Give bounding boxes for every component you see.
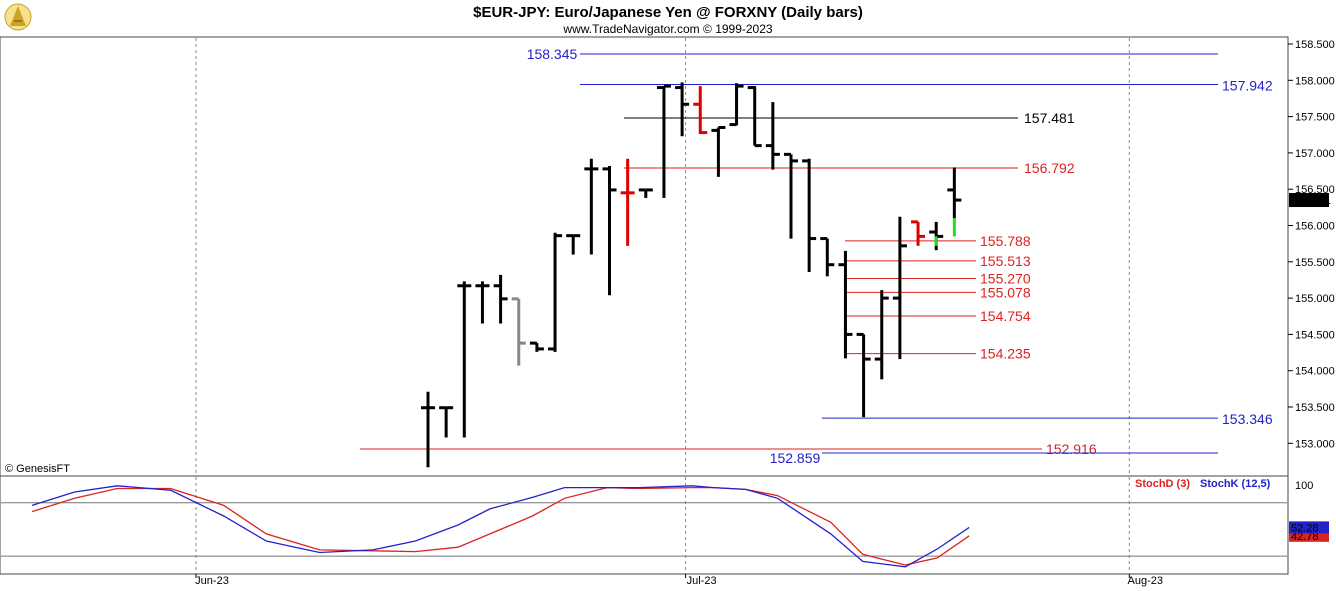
price-tick-label: 158.500 — [1295, 39, 1335, 51]
level-label: 152.916 — [1046, 441, 1097, 457]
level-label: 152.859 — [770, 450, 821, 466]
ohlc-bar — [475, 281, 490, 324]
date-tick-label: Aug-23 — [1128, 575, 1163, 587]
level-label: 154.754 — [980, 308, 1031, 324]
price-tick-label: 153.000 — [1295, 438, 1335, 450]
stochastic-panel: StochD (3) StochK (12,5) — [0, 475, 1289, 575]
ohlc-bars — [421, 82, 962, 468]
ohlc-bar — [856, 332, 871, 418]
ohlc-bar — [892, 216, 907, 360]
ohlc-bar — [747, 86, 762, 148]
level-label: 157.481 — [1024, 110, 1075, 126]
stoch-series-line — [31, 485, 970, 568]
ohlc-bar — [548, 232, 563, 352]
chart-subtitle: www.TradeNavigator.com © 1999-2023 — [562, 22, 772, 36]
legend-stochk: StochK (12,5) — [1200, 478, 1271, 490]
ohlc-bar — [693, 86, 708, 135]
level-label: 157.942 — [1222, 78, 1273, 94]
ohlc-bar — [820, 237, 835, 277]
stoch-last-value-label: 52.28 — [1291, 522, 1319, 534]
stoch-series-line — [31, 486, 970, 566]
ohlc-bar — [620, 158, 635, 246]
stoch-last-value-label: 42.78 — [1291, 531, 1319, 543]
price-levels: 158.345 157.942 157.481 156.792 155.788 155.5… — [360, 46, 1273, 466]
ohlc-bar — [784, 152, 798, 239]
level-label: 155.078 — [980, 284, 1031, 300]
price-tick-label: 153.500 — [1295, 402, 1335, 414]
ohlc-bar — [529, 341, 544, 352]
ohlc-bar — [511, 297, 526, 366]
price-tick-label: 154.000 — [1295, 366, 1335, 378]
level-label: 154.235 — [980, 346, 1031, 362]
price-panel: 158.345 157.942 157.481 156.792 155.788 155.5… — [0, 36, 1289, 477]
level-label: 158.345 — [527, 46, 578, 62]
ohlc-bar — [602, 165, 617, 296]
ohlc-bar — [656, 84, 671, 198]
price-axis: 158.500158.000157.500157.000156.500156.0… — [1288, 39, 1335, 450]
legend-stochd: StochD (3) — [1135, 478, 1190, 490]
ohlc-bar — [439, 406, 454, 438]
ohlc-bar — [765, 102, 780, 170]
price-tick-label: 158.000 — [1295, 75, 1335, 87]
ohlc-bar — [421, 391, 435, 468]
level-label: 155.270 — [980, 270, 1031, 286]
date-tick-label: Jun-23 — [195, 575, 229, 587]
level-label: 155.513 — [980, 253, 1031, 269]
stochastic-lines — [31, 485, 970, 568]
trade-navigator-logo — [4, 3, 32, 31]
chart-title: $EUR-JPY: Euro/Japanese Yen @ FORXNY (Da… — [473, 4, 863, 21]
ohlc-bar — [947, 167, 962, 219]
level-label: 156.792 — [1024, 160, 1075, 176]
ohlc-bar — [874, 290, 889, 380]
date-axis: Jun-23 Jul-23 Aug-23 — [195, 574, 1163, 587]
price-tick-label: 154.500 — [1295, 329, 1335, 341]
price-tick-label: 155.000 — [1295, 293, 1335, 305]
price-tick-label: 157.500 — [1295, 112, 1335, 124]
date-tick-label: Jul-23 — [687, 575, 717, 587]
level-label: 153.346 — [1222, 411, 1273, 427]
ohlc-bar — [675, 82, 690, 137]
last-price-flag: 156.351 — [1289, 193, 1331, 208]
ohlc-bar — [711, 125, 726, 177]
ohlc-bar — [457, 281, 472, 438]
ohlc-bar — [638, 188, 653, 198]
watermark: © GenesisFT — [5, 463, 70, 475]
price-tick-label: 155.500 — [1295, 257, 1335, 269]
last-price-label: 156.351 — [1291, 195, 1331, 207]
price-vertical-gridlines — [195, 38, 1130, 475]
level-label: 155.788 — [980, 233, 1031, 249]
ohlc-bar — [911, 220, 926, 246]
stoch-last-value-flag — [1289, 521, 1329, 534]
price-tick-label: 156.000 — [1295, 221, 1335, 233]
ohlc-bar — [729, 83, 744, 127]
price-tick-label: 157.000 — [1295, 148, 1335, 160]
stoch-tick-label: 100 — [1295, 480, 1313, 492]
ohlc-bar — [493, 274, 508, 324]
ohlc-bar — [802, 158, 817, 272]
ohlc-bar — [584, 158, 599, 255]
ohlc-bar — [838, 250, 853, 359]
ohlc-bar — [566, 234, 581, 255]
